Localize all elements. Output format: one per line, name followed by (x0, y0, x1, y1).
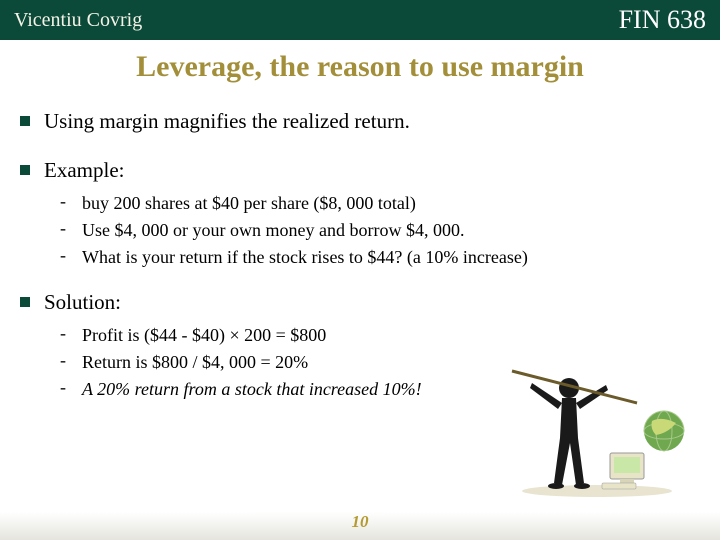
sub-row: - buy 200 shares at $40 per share ($8, 0… (60, 191, 700, 215)
bullet-row: Example: (20, 157, 700, 184)
square-bullet-icon (20, 165, 30, 175)
bullet-row: Solution: (20, 289, 700, 316)
dash-icon: - (60, 323, 72, 344)
sub-text: What is your return if the stock rises t… (82, 245, 528, 269)
sub-text: Return is $800 / $4, 000 = 20% (82, 350, 308, 374)
bullet-text: Solution: (44, 289, 121, 316)
clipart-illustration (502, 343, 692, 498)
sub-row: - What is your return if the stock rises… (60, 245, 700, 269)
sub-row: - Use $4, 000 or your own money and borr… (60, 218, 700, 242)
dash-icon: - (60, 377, 72, 398)
example-sublist: - buy 200 shares at $40 per share ($8, 0… (60, 191, 700, 270)
dash-icon: - (60, 218, 72, 239)
slide-header: Vicentiu Covrig FIN 638 (0, 0, 720, 40)
author-name: Vicentiu Covrig (14, 9, 142, 32)
bullet-text: Using margin magnifies the realized retu… (44, 108, 410, 135)
sub-text: buy 200 shares at $40 per share ($8, 000… (82, 191, 416, 215)
page-number: 10 (352, 512, 369, 532)
square-bullet-icon (20, 297, 30, 307)
sub-text: Use $4, 000 or your own money and borrow… (82, 218, 464, 242)
dash-icon: - (60, 350, 72, 371)
square-bullet-icon (20, 116, 30, 126)
course-code: FIN 638 (619, 5, 706, 35)
sub-text: A 20% return from a stock that increased… (82, 377, 422, 401)
sub-text: Profit is ($44 - $40) × 200 = $800 (82, 323, 326, 347)
bullet-text: Example: (44, 157, 124, 184)
slide-title: Leverage, the reason to use margin (0, 50, 720, 84)
bullet-row: Using margin magnifies the realized retu… (20, 108, 700, 135)
dash-icon: - (60, 191, 72, 212)
dash-icon: - (60, 245, 72, 266)
